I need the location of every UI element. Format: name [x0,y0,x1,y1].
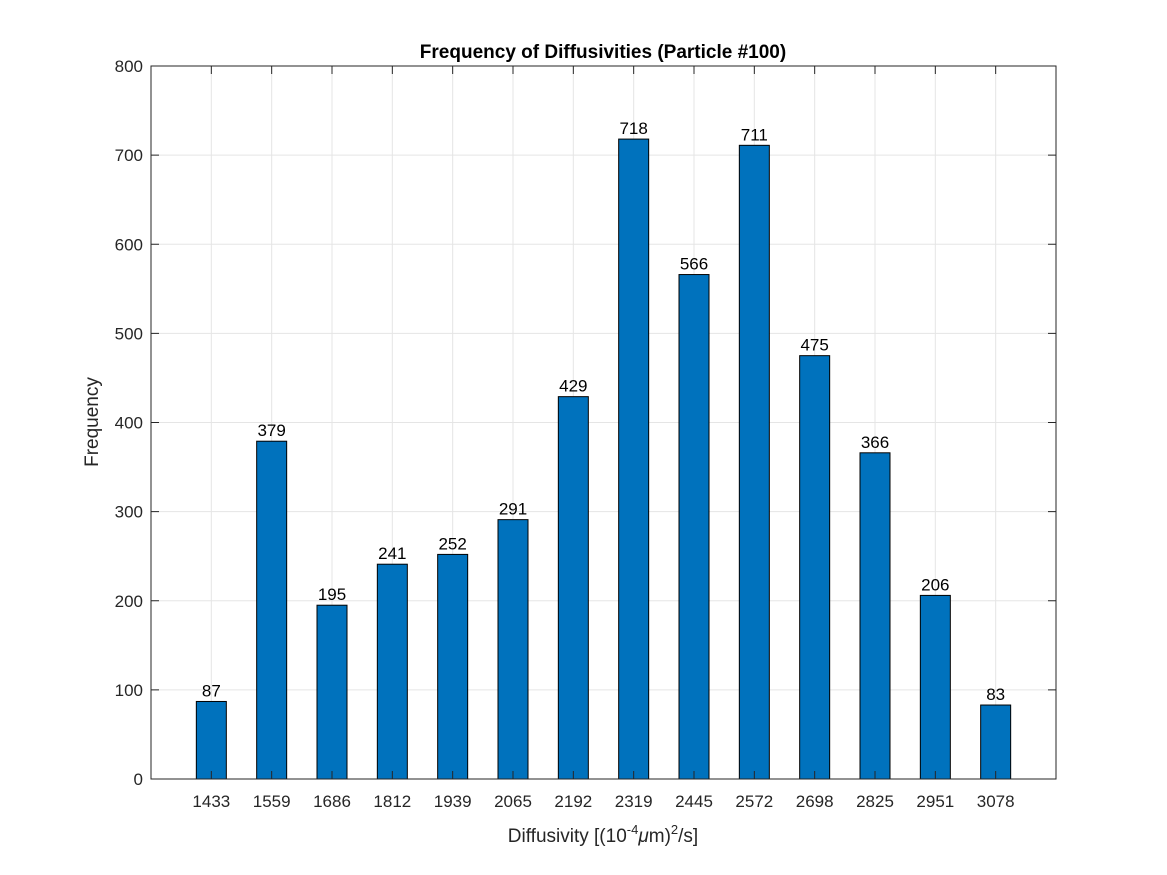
x-tick-label-2319: 2319 [615,792,653,811]
bar-1433 [195,700,227,780]
y-tick-label-100: 100 [115,681,143,700]
data-label-2698: 475 [800,336,828,355]
x-tick-label-1559: 1559 [253,792,291,811]
y-tick-label-300: 300 [115,503,143,522]
y-tick-label-800: 800 [115,57,143,76]
x-tick-label-1812: 1812 [373,792,411,811]
y-tick-label-700: 700 [115,146,143,165]
bar-1686 [316,604,348,780]
data-label-2951: 206 [921,575,949,594]
bar-2698 [799,355,831,780]
x-axis-label-power: 2 [671,822,678,837]
y-tick-label-500: 500 [115,324,143,343]
bar-2951 [919,594,951,780]
data-label-2192: 429 [559,377,587,396]
x-tick-label-1433: 1433 [192,792,230,811]
bar-2319 [618,138,650,780]
x-tick-label-1686: 1686 [313,792,351,811]
x-axis-label-prefix: Diffusivity [(10 [508,826,627,847]
x-tick-label-2572: 2572 [735,792,773,811]
y-tick-label-0: 0 [134,770,143,789]
x-tick-label-2698: 2698 [796,792,834,811]
tick-labels: 0 100 200 300 400 500 600 700 800 1433 1559 1686 181… [115,57,1015,811]
y-tick-label-200: 200 [115,592,143,611]
data-labels: 87 379 195 241 252 291 429 718 566 711 475 366 206 83 [202,119,1005,704]
y-tick-label-400: 400 [115,414,143,433]
x-axis-label-exponent: -4 [627,822,639,837]
x-tick-label-2065: 2065 [494,792,532,811]
bar-2825 [859,452,891,780]
x-axis-label: Diffusivity [(10-4μm)2/s] [508,822,698,847]
chart-title: Frequency of Diffusivities (Particle #10… [420,42,786,63]
bar-1812 [376,563,408,780]
data-label-3078: 83 [986,685,1005,704]
data-label-1812: 241 [378,544,406,563]
data-label-1559: 379 [257,421,285,440]
data-label-1433: 87 [202,681,221,700]
x-axis-label-middle: m) [649,826,671,847]
data-label-2572: 711 [741,125,768,144]
bar-3078 [980,704,1012,780]
data-label-1939: 252 [438,534,466,553]
data-label-2065: 291 [499,500,527,519]
data-label-1686: 195 [318,585,346,604]
x-tick-label-1939: 1939 [434,792,472,811]
data-label-2825: 366 [861,433,889,452]
x-tick-label-3078: 3078 [977,792,1015,811]
bars [195,138,1012,780]
bar-2445 [678,274,710,780]
y-tick-label-600: 600 [115,235,143,254]
x-axis-label-suffix: /s] [678,826,698,847]
bar-1939 [437,553,469,780]
bar-2192 [557,396,589,780]
axes-frame [150,65,1057,780]
x-tick-label-2445: 2445 [675,792,713,811]
bar-2065 [497,519,529,780]
data-label-2319: 718 [619,119,647,138]
data-label-2445: 566 [680,255,708,274]
x-tick-label-2951: 2951 [916,792,954,811]
y-axis-label: Frequency [82,377,103,467]
bar-2572 [738,144,770,780]
x-tick-label-2825: 2825 [856,792,894,811]
bar-1559 [256,440,288,780]
x-axis-label-mu: μ [637,826,649,847]
x-tick-label-2192: 2192 [554,792,592,811]
